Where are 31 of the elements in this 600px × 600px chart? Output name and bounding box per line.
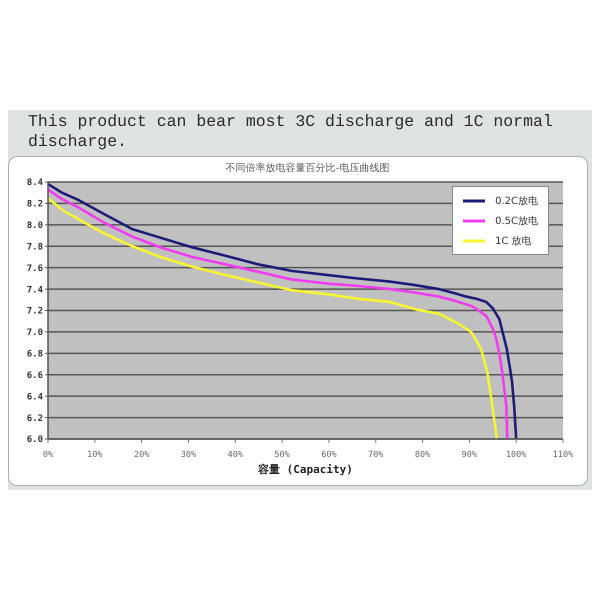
legend-label: 1C 放电 — [495, 234, 532, 248]
x-tick-label: 0% — [42, 450, 54, 460]
y-tick-label: 7.4 — [26, 285, 44, 296]
y-tick-label: 8.4 — [26, 178, 44, 188]
y-tick-label: 8.2 — [26, 200, 43, 210]
x-tick-label: 10% — [87, 450, 102, 460]
x-tick-label: 30% — [180, 450, 196, 460]
y-tick-label: 6.8 — [26, 350, 43, 360]
y-tick-label: 7.0 — [26, 328, 43, 338]
x-axis-title: 容量 (Capacity) — [257, 463, 353, 476]
y-tick-label: 7.6 — [26, 264, 43, 274]
x-tick-label: 20% — [134, 450, 150, 460]
legend-label: 0.5C放电 — [495, 214, 538, 228]
y-tick-label: 7.8 — [26, 242, 43, 252]
x-tick-label: 90% — [462, 450, 478, 460]
x-tick-label: 110% — [552, 450, 574, 460]
x-tick-label: 70% — [368, 450, 384, 460]
x-tick-label: 60% — [321, 450, 337, 460]
x-tick-label: 80% — [414, 450, 430, 460]
x-tick-label: 50% — [274, 450, 290, 460]
y-tick-label: 7.2 — [26, 306, 43, 317]
x-tick-label: 100% — [506, 450, 526, 460]
y-tick-label: 8.0 — [26, 221, 43, 232]
x-tick-label: 40% — [228, 450, 243, 460]
y-tick-label: 6.0 — [26, 435, 43, 446]
y-tick-label: 6.6 — [26, 370, 43, 381]
chart-title: This product can bear most 3C discharge and 1C normal discharge. — [27, 112, 554, 152]
y-tick-label: 6.4 — [26, 392, 44, 402]
y-tick-label: 6.2 — [26, 414, 43, 424]
legend-label: 0.2C放电 — [495, 194, 538, 208]
chart-subtitle: 不同倍率放电容量百分比-电压曲线图 — [224, 162, 390, 175]
